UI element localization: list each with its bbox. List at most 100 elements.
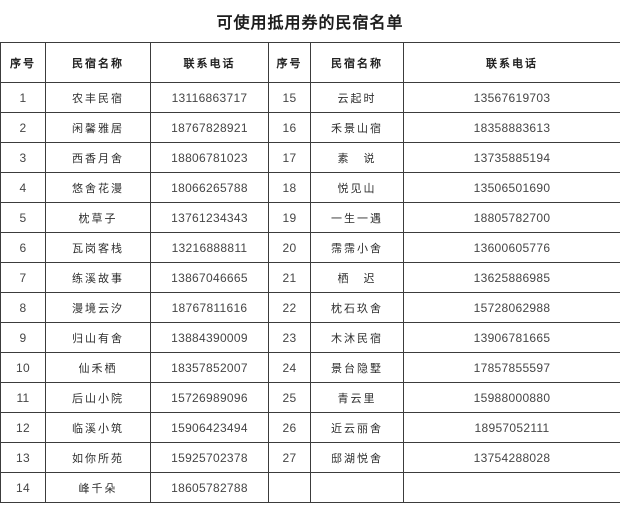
index-cell-left: 11: [0, 382, 46, 413]
index-cell-left: 12: [0, 412, 46, 443]
table-row: 5 枕草子 13761234343 19 一生一遇 18805782700: [0, 202, 620, 233]
phone-cell-right: 18358883613: [403, 112, 620, 143]
index-cell-left: 6: [0, 232, 46, 263]
phone-cell-right: 13625886985: [403, 262, 620, 293]
table-row: 6 瓦岗客栈 13216888811 20 霈霈小舍 13600605776: [0, 232, 620, 263]
index-cell-right: [268, 472, 311, 503]
table-row: 7 练溪故事 13867046665 21 栖 迟 13625886985: [0, 262, 620, 293]
table-row: 3 西香月舍 18806781023 17 素 说 13735885194: [0, 142, 620, 173]
header-index-right: 序号: [268, 42, 311, 83]
table-row: 1 农丰民宿 13116863717 15 云起时 13567619703: [0, 82, 620, 113]
phone-cell-left: 13761234343: [150, 202, 269, 233]
name-cell-right: 青云里: [310, 382, 404, 413]
phone-cell-left: 18806781023: [150, 142, 269, 173]
name-cell-right: 栖 迟: [310, 262, 404, 293]
phone-cell-right: 18957052111: [403, 412, 620, 443]
name-cell-right: 禾景山宿: [310, 112, 404, 143]
name-cell-right: 霈霈小舍: [310, 232, 404, 263]
index-cell-right: 26: [268, 412, 311, 443]
phone-cell-left: 13884390009: [150, 322, 269, 353]
table-row: 9 归山有舍 13884390009 23 木沐民宿 13906781665: [0, 322, 620, 353]
phone-cell-left: 18767828921: [150, 112, 269, 143]
name-cell-right: [310, 472, 404, 503]
phone-cell-left: 15726989096: [150, 382, 269, 413]
index-cell-left: 13: [0, 442, 46, 473]
header-name-left: 民宿名称: [45, 42, 151, 83]
phone-cell-left: 13867046665: [150, 262, 269, 293]
index-cell-left: 9: [0, 322, 46, 353]
name-cell-left: 漫境云汐: [45, 292, 151, 323]
phone-cell-right: 13506501690: [403, 172, 620, 203]
phone-cell-right: 17857855597: [403, 352, 620, 383]
phone-cell-left: 15925702378: [150, 442, 269, 473]
table-row: 10 仙禾栖 18357852007 24 景台隐墅 17857855597: [0, 352, 620, 383]
phone-cell-right: 18805782700: [403, 202, 620, 233]
phone-cell-right: 13906781665: [403, 322, 620, 353]
table-row: 12 临溪小筑 15906423494 26 近云丽舍 18957052111: [0, 412, 620, 443]
name-cell-right: 一生一遇: [310, 202, 404, 233]
name-cell-left: 瓦岗客栈: [45, 232, 151, 263]
homestay-table: 序号 民宿名称 联系电话 序号 民宿名称 联系电话 1 农丰民宿 131168637…: [0, 42, 620, 503]
name-cell-left: 西香月舍: [45, 142, 151, 173]
table-row: 11 后山小院 15726989096 25 青云里 15988000880: [0, 382, 620, 413]
phone-cell-right: [403, 472, 620, 503]
index-cell-right: 19: [268, 202, 311, 233]
index-cell-left: 7: [0, 262, 46, 293]
name-cell-left: 悠舍花漫: [45, 172, 151, 203]
phone-cell-right: 15728062988: [403, 292, 620, 323]
phone-cell-right: 13567619703: [403, 82, 620, 113]
header-name-right: 民宿名称: [310, 42, 404, 83]
phone-cell-left: 13216888811: [150, 232, 269, 263]
name-cell-left: 如你所苑: [45, 442, 151, 473]
name-cell-left: 农丰民宿: [45, 82, 151, 113]
name-cell-right: 素 说: [310, 142, 404, 173]
name-cell-left: 临溪小筑: [45, 412, 151, 443]
index-cell-left: 10: [0, 352, 46, 383]
index-cell-right: 17: [268, 142, 311, 173]
phone-cell-left: 13116863717: [150, 82, 269, 113]
phone-cell-left: 15906423494: [150, 412, 269, 443]
phone-cell-right: 13754288028: [403, 442, 620, 473]
index-cell-left: 8: [0, 292, 46, 323]
index-cell-left: 2: [0, 112, 46, 143]
index-cell-right: 24: [268, 352, 311, 383]
name-cell-left: 归山有舍: [45, 322, 151, 353]
index-cell-right: 18: [268, 172, 311, 203]
name-cell-left: 后山小院: [45, 382, 151, 413]
phone-cell-left: 18066265788: [150, 172, 269, 203]
name-cell-left: 峰千朵: [45, 472, 151, 503]
table-body: 1 农丰民宿 13116863717 15 云起时 13567619703 2 闲馨雅居 187…: [0, 82, 620, 503]
name-cell-left: 仙禾栖: [45, 352, 151, 383]
header-phone-right: 联系电话: [403, 42, 620, 83]
index-cell-left: 3: [0, 142, 46, 173]
header-phone-left: 联系电话: [150, 42, 269, 83]
phone-cell-right: 13735885194: [403, 142, 620, 173]
index-cell-left: 5: [0, 202, 46, 233]
table-header-row: 序号 民宿名称 联系电话 序号 民宿名称 联系电话: [0, 42, 620, 83]
phone-cell-left: 18605782788: [150, 472, 269, 503]
index-cell-right: 25: [268, 382, 311, 413]
table-row: 8 漫境云汐 18767811616 22 枕石玖舍 15728062988: [0, 292, 620, 323]
phone-cell-right: 13600605776: [403, 232, 620, 263]
index-cell-left: 14: [0, 472, 46, 503]
phone-cell-left: 18357852007: [150, 352, 269, 383]
name-cell-left: 枕草子: [45, 202, 151, 233]
name-cell-right: 邸湖悦舍: [310, 442, 404, 473]
name-cell-right: 云起时: [310, 82, 404, 113]
name-cell-right: 近云丽舍: [310, 412, 404, 443]
index-cell-right: 21: [268, 262, 311, 293]
table-row: 2 闲馨雅居 18767828921 16 禾景山宿 18358883613: [0, 112, 620, 143]
phone-cell-left: 18767811616: [150, 292, 269, 323]
table-row: 14 峰千朵 18605782788: [0, 472, 620, 503]
index-cell-left: 4: [0, 172, 46, 203]
table-row: 13 如你所苑 15925702378 27 邸湖悦舍 13754288028: [0, 442, 620, 473]
index-cell-right: 15: [268, 82, 311, 113]
table-row: 4 悠舍花漫 18066265788 18 悦见山 13506501690: [0, 172, 620, 203]
index-cell-right: 22: [268, 292, 311, 323]
name-cell-left: 闲馨雅居: [45, 112, 151, 143]
page-title: 可使用抵用券的民宿名单: [216, 15, 404, 32]
title-bar: 可使用抵用券的民宿名单: [0, 0, 620, 42]
name-cell-right: 悦见山: [310, 172, 404, 203]
index-cell-right: 23: [268, 322, 311, 353]
